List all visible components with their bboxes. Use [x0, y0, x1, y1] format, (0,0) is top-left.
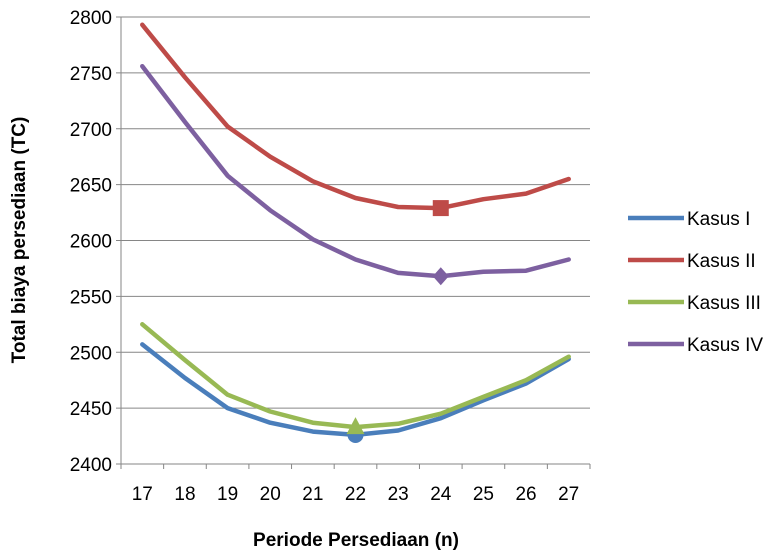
series-markers: [346, 200, 449, 443]
x-tick-label-24: 24: [430, 484, 452, 505]
y-tick-label-2600: 2600: [70, 232, 112, 253]
y-tick-labels: 2400 2450 2500 2550 2600 2650 2700 2750 2800: [70, 8, 112, 476]
x-tick-labels: 17 18 19 20 21 22 23 24 25 26 27: [132, 484, 580, 505]
legend-label-kasus-ii: Kasus II: [687, 251, 756, 272]
x-tick-label-19: 19: [217, 484, 238, 505]
x-tick-label-25: 25: [473, 484, 494, 505]
marker-kasus-iv: [432, 267, 449, 286]
x-tick-label-27: 27: [558, 484, 579, 505]
y-axis-title: Total biaya persediaan (TC): [9, 117, 30, 364]
x-tick-label-20: 20: [260, 484, 281, 505]
y-tick-label-2700: 2700: [70, 120, 112, 141]
marker-kasus-ii: [432, 200, 449, 217]
y-tick-label-2500: 2500: [70, 343, 112, 364]
y-tick-label-2650: 2650: [70, 176, 112, 197]
x-axis-title: Periode Persediaan (n): [253, 530, 459, 551]
marker-kasus-iii: [346, 417, 365, 435]
y-tick-label-2750: 2750: [70, 64, 112, 85]
x-tick-label-22: 22: [345, 484, 366, 505]
gridlines: [116, 16, 590, 465]
series-lines: [140, 22, 571, 438]
x-tick-label-21: 21: [302, 484, 323, 505]
series-line-kasus-ii: [140, 22, 571, 211]
x-tick-label-18: 18: [174, 484, 195, 505]
axes: [120, 17, 591, 469]
x-tick-label-23: 23: [388, 484, 409, 505]
series-line-kasus-iv: [140, 63, 571, 279]
y-tick-label-2550: 2550: [70, 287, 112, 308]
x-tick-label-26: 26: [515, 484, 536, 505]
legend: Kasus I Kasus II Kasus III Kasus IV: [628, 209, 763, 356]
x-tick-label-17: 17: [132, 484, 153, 505]
legend-label-kasus-iii: Kasus III: [687, 293, 761, 314]
y-tick-label-2800: 2800: [70, 8, 112, 29]
y-tick-label-2400: 2400: [70, 455, 112, 476]
series-line-kasus-iii: [140, 322, 571, 430]
legend-label-kasus-i: Kasus I: [687, 209, 750, 230]
y-tick-label-2450: 2450: [70, 399, 112, 420]
legend-label-kasus-iv: Kasus IV: [687, 335, 763, 356]
